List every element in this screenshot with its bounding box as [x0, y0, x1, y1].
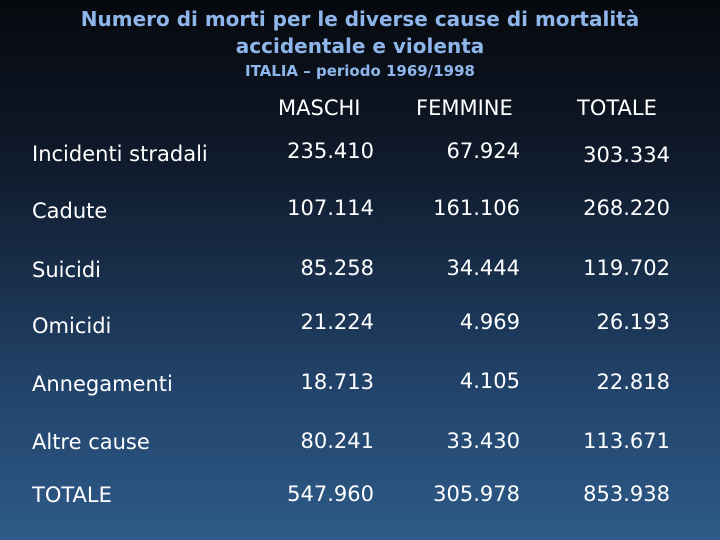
page-subtitle: ITALIA – periodo 1969/1998	[245, 62, 475, 80]
cell-totale: 113.671	[583, 429, 670, 453]
row-label: Suicidi	[32, 258, 102, 282]
column-header-totale: TOTALE	[577, 96, 657, 120]
cell-maschi: 85.258	[300, 256, 374, 280]
cell-totale: 119.702	[583, 256, 670, 280]
cell-femmine: 33.430	[446, 429, 520, 453]
cell-maschi: 80.241	[300, 429, 374, 453]
title-line-1: Numero di morti per le diverse cause di …	[80, 7, 640, 31]
cell-maschi: 107.114	[287, 196, 374, 220]
column-header-femmine: FEMMINE	[416, 96, 513, 120]
title-line-2: accidentale e violenta	[235, 34, 485, 58]
cell-totale: 303.334	[583, 143, 670, 167]
cell-femmine: 161.106	[433, 196, 520, 220]
cell-totale: 26.193	[596, 310, 670, 334]
row-label: Altre cause	[32, 430, 150, 454]
row-label: Omicidi	[32, 314, 112, 338]
cell-maschi-total: 547.960	[287, 482, 374, 506]
cell-femmine-total: 305.978	[433, 482, 520, 506]
row-label: Cadute	[32, 199, 108, 223]
cell-femmine: 4.969	[459, 310, 520, 334]
cell-totale: 268.220	[583, 196, 670, 220]
row-label-total: TOTALE	[32, 483, 112, 507]
row-label: Incidenti stradali	[32, 142, 208, 166]
column-header-maschi: MASCHI	[278, 96, 361, 120]
cell-totale: 22.818	[596, 370, 670, 394]
cell-femmine: 67.924	[446, 139, 520, 163]
cell-femmine: 4.105	[459, 369, 520, 393]
row-label: Annegamenti	[32, 372, 173, 396]
cell-femmine: 34.444	[446, 256, 520, 280]
cell-totale-total: 853.938	[583, 482, 670, 506]
cell-maschi: 235.410	[287, 139, 374, 163]
page-title: Numero di morti per le diverse cause di …	[0, 6, 720, 60]
cell-maschi: 18.713	[300, 370, 374, 394]
cell-maschi: 21.224	[300, 310, 374, 334]
